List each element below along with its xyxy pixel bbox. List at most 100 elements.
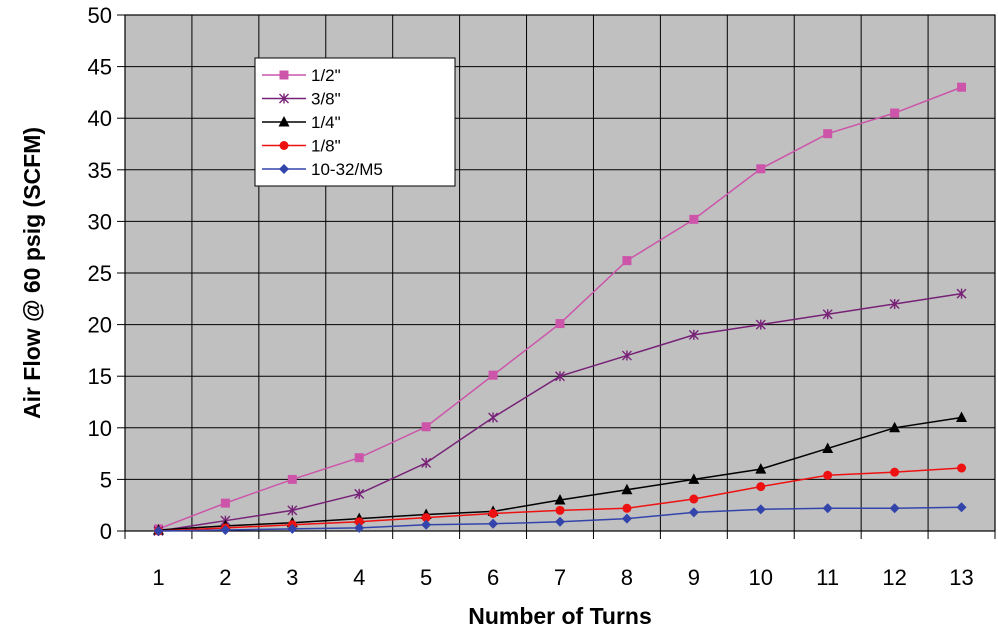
- data-point: [421, 422, 431, 432]
- data-point: [421, 513, 431, 523]
- data-point: [957, 463, 967, 473]
- legend-label: 3/8": [311, 90, 341, 109]
- data-point: [956, 411, 968, 422]
- data-point: [153, 526, 164, 536]
- x-tick-label: 5: [420, 565, 432, 590]
- x-axis-title: Number of Turns: [468, 603, 652, 629]
- legend-marker: [279, 93, 289, 104]
- data-point: [823, 129, 833, 139]
- legend-entry: 3/8": [262, 90, 341, 109]
- data-point: [688, 329, 699, 340]
- y-tick-label: 5: [100, 467, 112, 492]
- y-tick-label: 25: [88, 261, 112, 286]
- legend-label: 1/4": [311, 113, 341, 132]
- series-2: [153, 288, 967, 536]
- data-point: [889, 503, 900, 514]
- data-point: [755, 319, 766, 330]
- data-point: [957, 82, 967, 92]
- data-point: [621, 513, 632, 524]
- data-point: [890, 467, 900, 477]
- data-point: [287, 505, 298, 516]
- data-point: [421, 457, 432, 468]
- data-point: [354, 453, 364, 463]
- data-point: [555, 505, 565, 515]
- data-point: [755, 504, 766, 515]
- y-tick-label: 30: [88, 209, 112, 234]
- data-point: [823, 470, 833, 480]
- data-point: [488, 508, 498, 518]
- data-point: [354, 517, 364, 527]
- x-tick-label: 13: [949, 565, 973, 590]
- legend-label: 10-32/M5: [311, 160, 383, 179]
- data-point: [220, 524, 231, 535]
- data-point: [688, 507, 699, 518]
- data-point: [220, 498, 230, 508]
- series-layer: [152, 82, 968, 536]
- legend-entry: 1/2": [262, 66, 341, 85]
- y-tick-label: 35: [88, 158, 112, 183]
- data-point: [822, 442, 834, 453]
- data-point: [956, 288, 967, 299]
- data-point: [689, 214, 699, 224]
- data-point: [889, 298, 900, 309]
- legend-entry: 10-32/M5: [262, 160, 383, 179]
- data-point: [756, 482, 766, 492]
- data-point: [354, 488, 365, 499]
- data-point: [890, 108, 900, 118]
- y-tick-label: 15: [88, 364, 112, 389]
- data-point: [287, 523, 298, 534]
- legend-marker: [279, 70, 289, 80]
- y-tick-label: 10: [88, 416, 112, 441]
- data-point: [621, 350, 632, 361]
- legend: 1/2" 3/8" 1/4" 1/8" 10-32/M5: [254, 57, 456, 187]
- legend-marker: [279, 164, 289, 174]
- data-point: [421, 519, 432, 530]
- x-tick-label: 8: [621, 565, 633, 590]
- data-point: [755, 463, 767, 474]
- legend-label: 1/8": [311, 137, 341, 156]
- data-point: [756, 164, 766, 174]
- y-tick-label: 20: [88, 313, 112, 338]
- y-tick-label: 45: [88, 55, 112, 80]
- legend-marker: [279, 141, 289, 150]
- data-point: [488, 412, 499, 423]
- data-point: [554, 494, 566, 505]
- data-point: [688, 473, 700, 484]
- x-tick-label: 12: [882, 565, 906, 590]
- x-tick-label: 4: [353, 565, 365, 590]
- legend-label: 1/2": [311, 66, 341, 85]
- y-axis-title: Air Flow @ 60 psig (SCFM): [19, 127, 45, 419]
- data-point: [822, 309, 833, 320]
- data-point: [622, 503, 632, 513]
- x-tick-label: 1: [152, 565, 164, 590]
- x-tick-label: 11: [816, 565, 839, 590]
- y-tick-label: 0: [100, 519, 112, 544]
- x-tick-label: 10: [749, 565, 773, 590]
- legend-marker: [278, 116, 290, 127]
- data-point: [555, 319, 565, 329]
- y-tick-label: 40: [88, 106, 112, 131]
- series-5: [153, 502, 967, 536]
- x-tick-label: 2: [219, 565, 231, 590]
- data-point: [621, 483, 633, 495]
- data-point: [689, 494, 699, 504]
- x-tick-label: 3: [286, 565, 298, 590]
- x-tick-label: 6: [487, 565, 499, 590]
- data-point: [287, 474, 297, 484]
- legend-entry: 1/8": [262, 137, 341, 156]
- data-point: [488, 518, 499, 529]
- data-point: [555, 516, 565, 527]
- x-tick-label: 7: [554, 565, 566, 590]
- data-point: [555, 371, 565, 382]
- data-point: [956, 502, 967, 513]
- legend-entry: 1/4": [262, 113, 341, 132]
- x-tick-label: 9: [688, 565, 700, 590]
- y-tick-label: 50: [88, 3, 112, 28]
- data-point: [822, 503, 833, 514]
- data-point: [354, 522, 365, 533]
- data-point: [488, 370, 498, 380]
- data-point: [622, 256, 632, 266]
- data-point: [889, 421, 901, 433]
